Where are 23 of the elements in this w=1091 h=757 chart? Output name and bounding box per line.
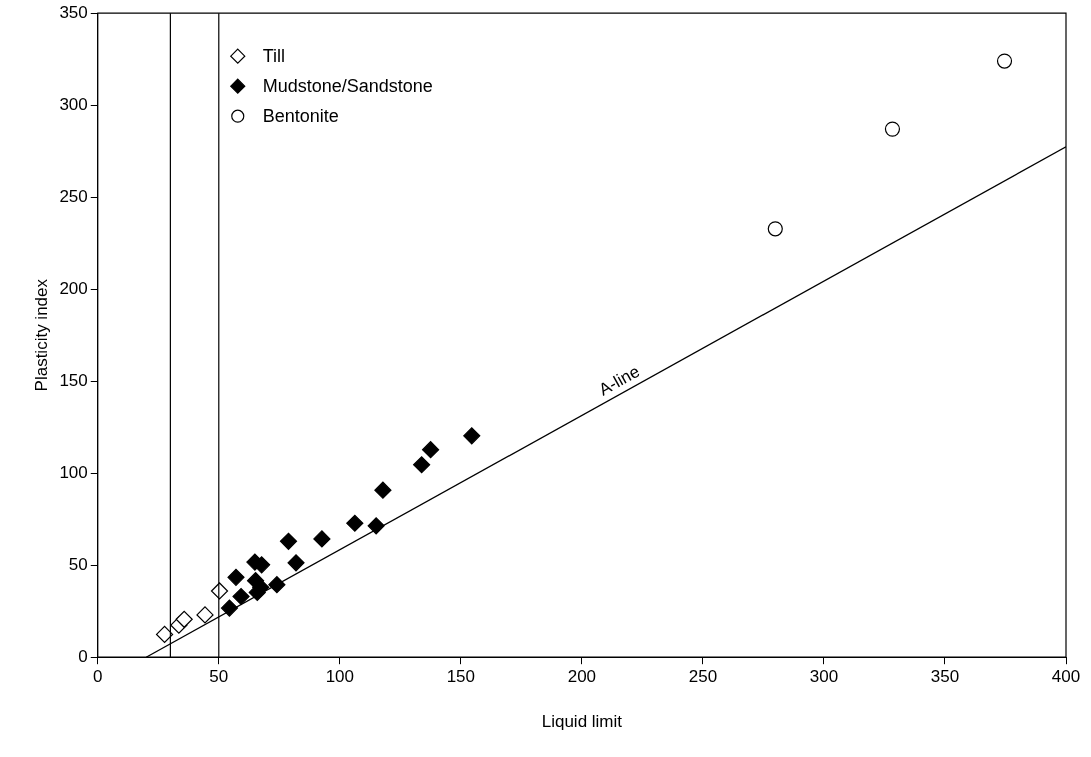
y-tick-label: 350	[59, 2, 88, 22]
y-tick-label: 0	[78, 646, 88, 666]
x-tick-label: 200	[567, 667, 597, 687]
x-tick-label: 150	[446, 667, 476, 687]
x-tick-label: 300	[809, 667, 839, 687]
y-tick-label: 100	[59, 462, 88, 482]
x-tick-label: 250	[688, 667, 718, 687]
y-tick-label: 200	[59, 278, 88, 298]
annotation: A-line	[595, 361, 643, 400]
x-tick-label: 50	[209, 667, 229, 687]
x-tick-label: 0	[93, 667, 103, 687]
y-tick-label: 50	[68, 554, 88, 574]
y-tick-label: 250	[59, 186, 88, 206]
legend-label: Till	[262, 46, 286, 67]
x-axis-title: Liquid limit	[541, 712, 623, 732]
y-tick-label: 300	[59, 94, 88, 114]
x-tick-label: 400	[1051, 667, 1081, 687]
legend-label: Mudstone/Sandstone	[262, 76, 433, 97]
y-tick-label: 150	[59, 370, 88, 390]
x-tick-label: 100	[325, 667, 355, 687]
legend-label: Bentonite	[262, 106, 339, 127]
x-tick-label: 350	[930, 667, 960, 687]
y-axis-title: Plasticity index	[31, 278, 51, 392]
